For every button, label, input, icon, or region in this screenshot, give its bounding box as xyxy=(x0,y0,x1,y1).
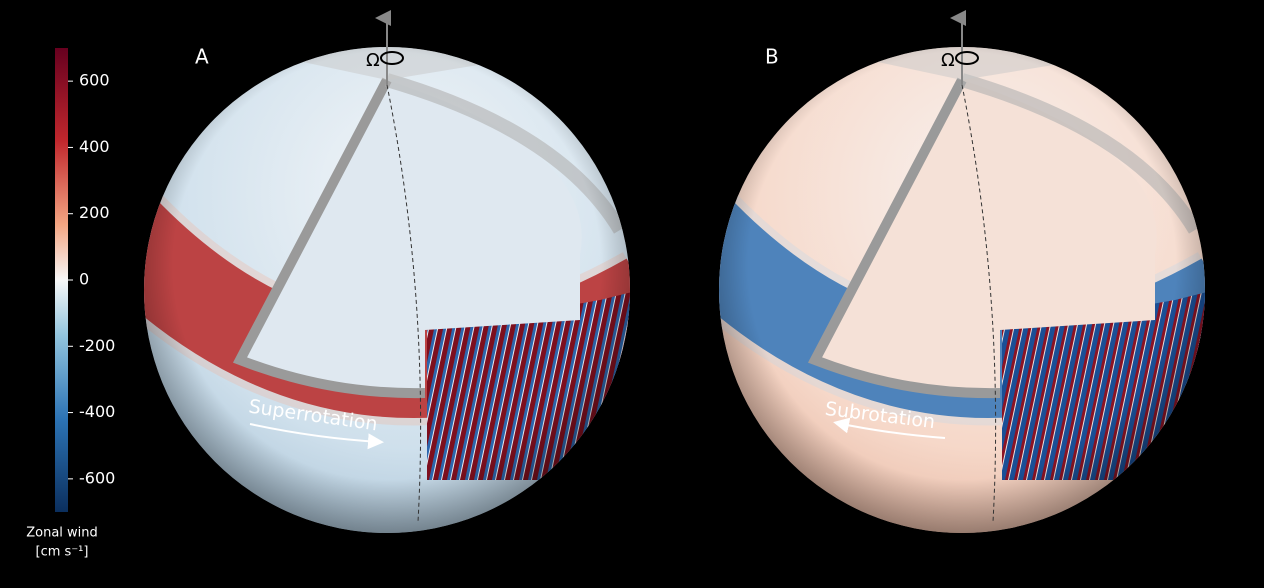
flow-arrow xyxy=(249,423,384,450)
meridian xyxy=(386,84,422,523)
tick-label: 0 xyxy=(79,270,89,289)
colorbar: Zonal wind [cm s⁻¹] 600 400 200 0 -200 -400 -6… xyxy=(26,48,115,560)
tick-label: -600 xyxy=(79,468,115,487)
rotation-loop xyxy=(955,51,979,65)
tick-label: -400 xyxy=(79,402,115,421)
tick-label: 400 xyxy=(79,137,110,156)
meridian xyxy=(961,84,997,523)
panel-a: A Ω Superrotation xyxy=(144,10,630,533)
tick-label: 600 xyxy=(79,71,110,90)
panel-label: A xyxy=(195,45,209,69)
colorbar-label: Zonal wind xyxy=(26,526,98,541)
flow-arrow xyxy=(833,417,946,439)
omega: Ω xyxy=(366,50,380,71)
sphere-shading xyxy=(719,47,1205,533)
sphere-shading xyxy=(144,47,630,533)
colorbar-gradient xyxy=(55,48,68,512)
omega: Ω xyxy=(941,50,955,71)
panel-b: B Ω Subrotation xyxy=(719,10,1205,533)
tick-label: 200 xyxy=(79,203,110,222)
panel-label: B xyxy=(765,45,779,69)
tick-label: -200 xyxy=(79,336,115,355)
rotation-loop xyxy=(380,51,404,65)
colorbar-unit: [cm s⁻¹] xyxy=(36,545,89,560)
